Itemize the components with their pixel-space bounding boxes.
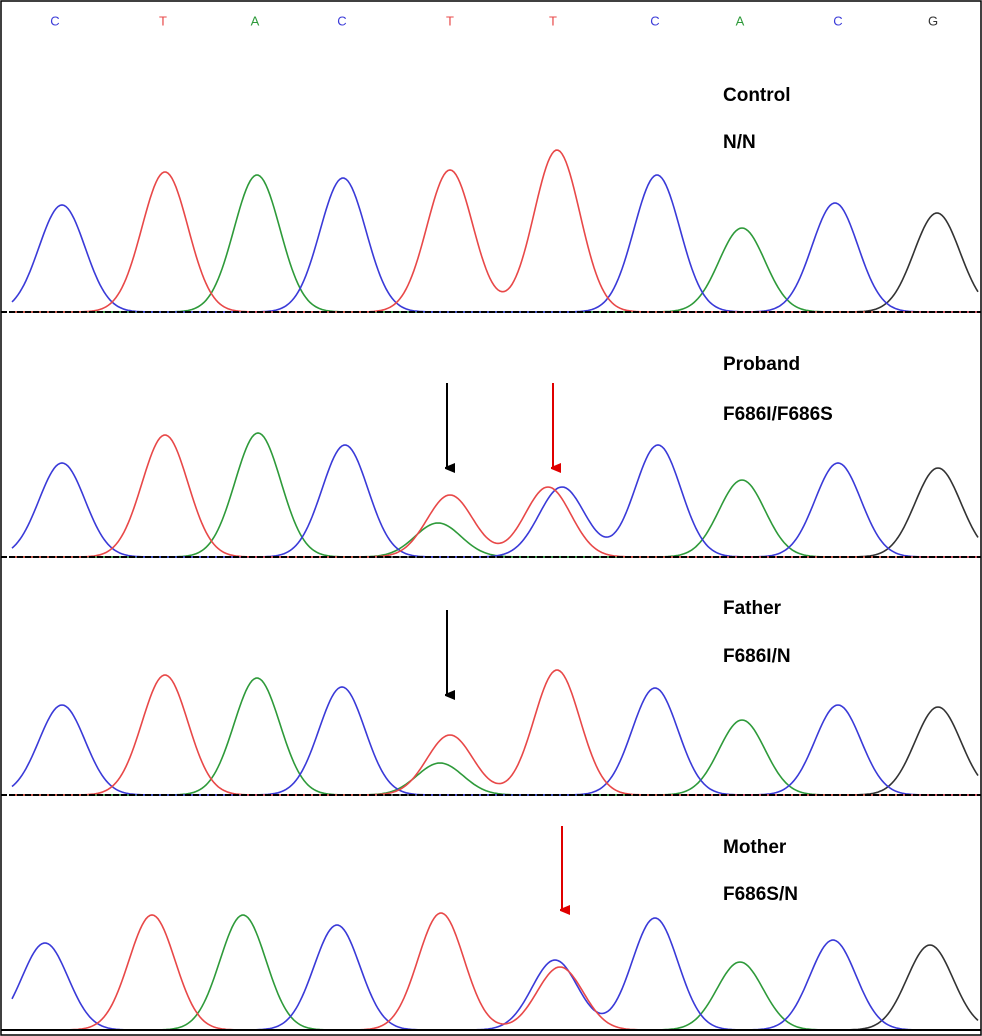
- page: {"base_calls": ["C", "T", "A", "C", "T",…: [0, 0, 982, 1036]
- base-call: C: [650, 13, 659, 28]
- panel-genotype: N/N: [723, 132, 756, 153]
- base-call: G: [928, 13, 938, 28]
- base-call: C: [833, 13, 842, 28]
- panel-genotype: F686I/N: [723, 646, 791, 667]
- base-call: T: [446, 13, 454, 28]
- chromatogram-figure: C T A C T T C A C G Control N/N Proband F686I/F686S Fa…: [0, 0, 982, 1036]
- panel-genotype: F686I/F686S: [723, 404, 833, 425]
- base-call: T: [159, 13, 167, 28]
- panel-genotype: F686S/N: [723, 884, 798, 905]
- base-call: A: [736, 13, 745, 28]
- panel-name: Mother: [723, 837, 787, 858]
- base-call: C: [337, 13, 346, 28]
- base-call: A: [251, 13, 260, 28]
- frame: [1, 1, 981, 1035]
- panel-name: Control: [723, 85, 791, 106]
- panel-name: Father: [723, 598, 782, 619]
- base-call: T: [549, 13, 557, 28]
- panel-name: Proband: [723, 354, 800, 375]
- base-call: C: [50, 13, 59, 28]
